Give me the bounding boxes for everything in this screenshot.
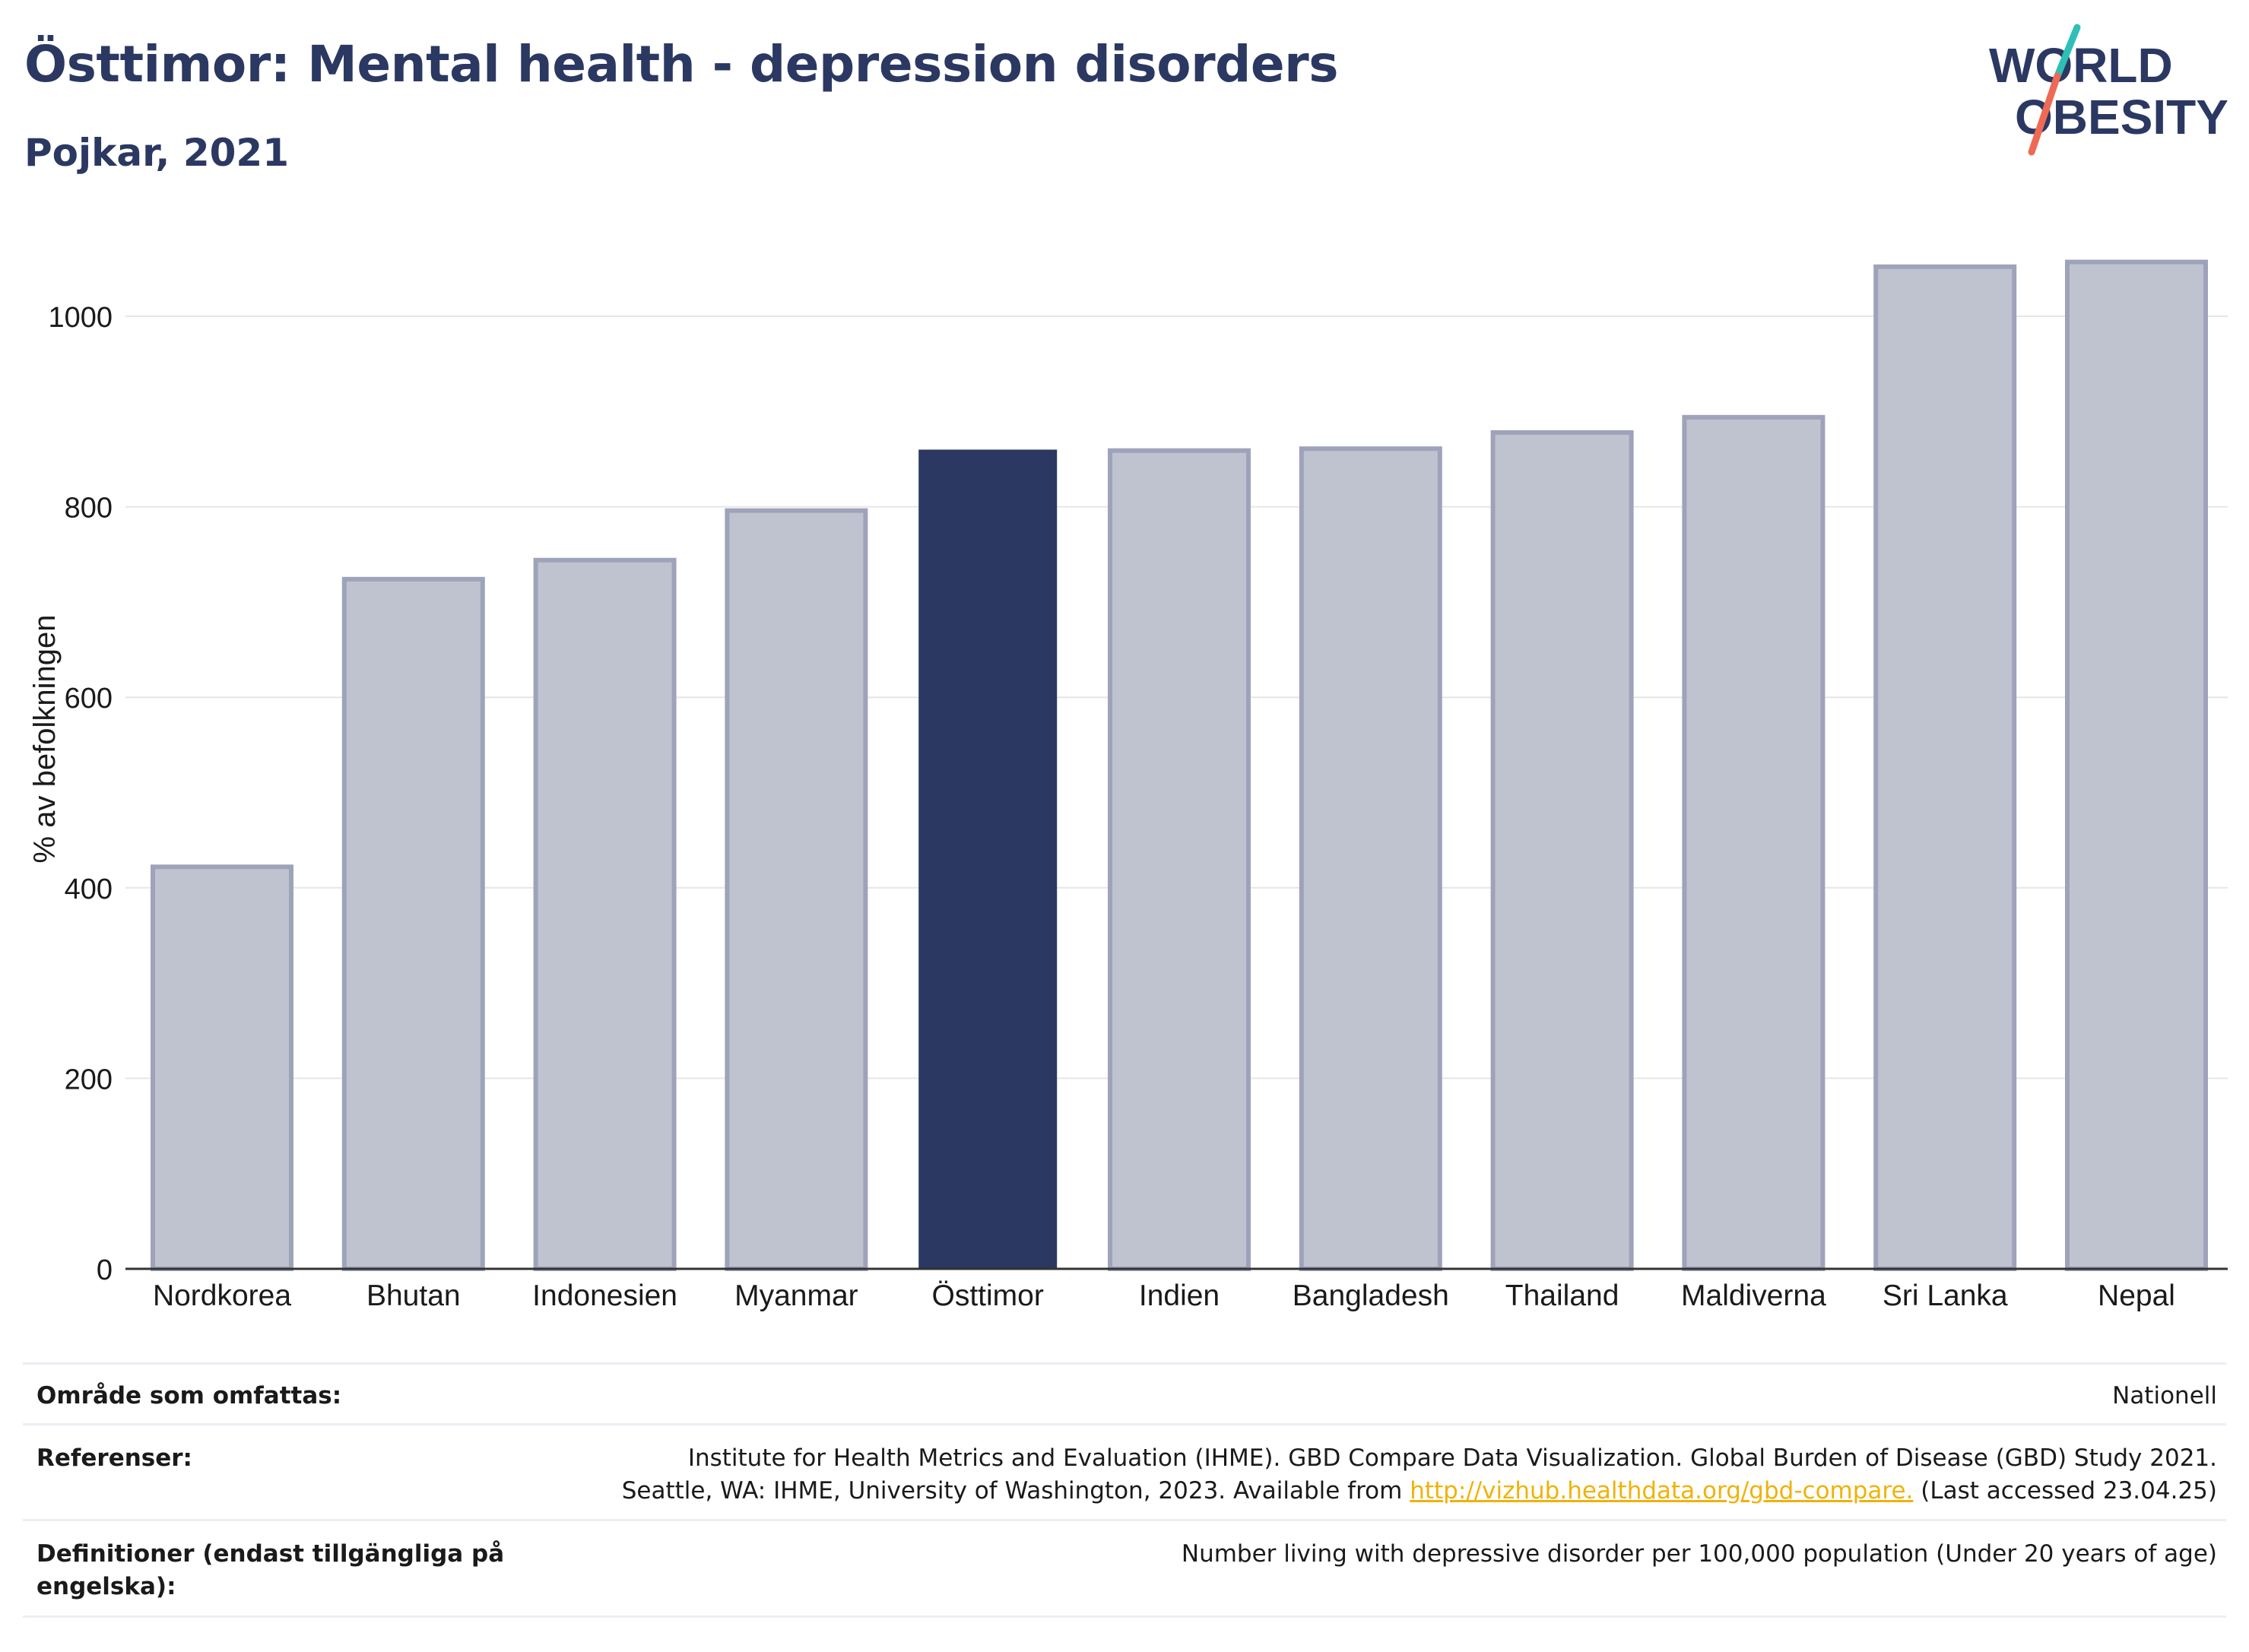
y-tick-label: 800 [65, 493, 113, 525]
chart-title: Östtimor: Mental health - depression dis… [24, 35, 1339, 94]
definitions-label: Definitioner (endast tillgängliga på eng… [36, 1540, 505, 1600]
y-tick-label: 0 [97, 1254, 113, 1286]
references-label: Referenser: [36, 1444, 192, 1472]
y-axis-label: % av befolkningen [28, 615, 62, 864]
meta-row-references: Referenser: Institute for Health Metrics… [23, 1423, 2226, 1520]
logo-teal-slash [2054, 24, 2081, 80]
bar [1490, 430, 1634, 1272]
x-tick-label: Bhutan [366, 1279, 461, 1312]
x-tick-label: Bangladesh [1293, 1279, 1449, 1312]
x-tick-label: Thailand [1505, 1279, 1619, 1312]
y-tick-label: 200 [65, 1064, 113, 1096]
bar-chart: 0 200 400 600 800 1000 Nordkorea Bhutan Indones… [28, 259, 2228, 1312]
x-tick-label: Östtimor [932, 1279, 1044, 1312]
references-value: Institute for Health Metrics and Evaluat… [622, 1442, 2217, 1508]
references-line1: Institute for Health Metrics and Evaluat… [687, 1444, 2217, 1472]
bar [533, 557, 677, 1271]
area-value: Nationell [2112, 1382, 2217, 1409]
y-tick-label: 1000 [48, 302, 113, 334]
x-tick-label: Nordkorea [153, 1279, 291, 1312]
references-line2-post: (Last accessed 23.04.25) [1913, 1477, 2217, 1505]
bars [151, 259, 2208, 1272]
bar [341, 576, 485, 1271]
chart-subtitle: Pojkar, 2021 [24, 131, 289, 175]
x-tick-label: Indonesien [532, 1279, 677, 1312]
bar [725, 508, 868, 1271]
x-tick-label: Nepal [2098, 1279, 2175, 1312]
x-tick-label: Sri Lanka [1883, 1279, 2008, 1312]
world-obesity-logo: WORLD OBESITY [1989, 24, 2228, 156]
bar [1682, 414, 1826, 1271]
y-tick-label: 600 [65, 683, 113, 715]
x-tick-label: Myanmar [734, 1279, 858, 1312]
definitions-value: Number living with depressive disorder p… [1181, 1540, 2217, 1568]
bar [1873, 264, 2017, 1271]
references-line2-pre: Seattle, WA: IHME, University of Washing… [621, 1477, 1410, 1505]
meta-row-definitions: Definitioner (endast tillgängliga på eng… [23, 1519, 2226, 1618]
meta-row-area: Område som omfattas: Nationell [23, 1362, 2226, 1424]
bar [1108, 448, 1251, 1271]
logo-line1: WORLD [1989, 38, 2173, 93]
logo-coral-slash [2028, 72, 2061, 156]
bar [1299, 446, 1442, 1271]
references-link[interactable]: http://vizhub.healthdata.org/gbd-compare… [1410, 1477, 1914, 1505]
y-axis-ticks: 0 200 400 600 800 1000 [48, 302, 113, 1286]
x-tick-label: Indien [1139, 1279, 1220, 1312]
bar-highlighted [918, 449, 1058, 1270]
x-axis-ticks: Nordkorea Bhutan Indonesien Myanmar Östtimor… [153, 1279, 2175, 1312]
references-line2: Seattle, WA: IHME, University of Washing… [622, 1475, 2217, 1508]
area-label: Område som omfattas: [36, 1382, 342, 1409]
y-tick-label: 400 [65, 874, 113, 905]
bar [151, 864, 293, 1271]
bar [2065, 259, 2208, 1272]
x-tick-label: Maldiverna [1681, 1279, 1826, 1312]
